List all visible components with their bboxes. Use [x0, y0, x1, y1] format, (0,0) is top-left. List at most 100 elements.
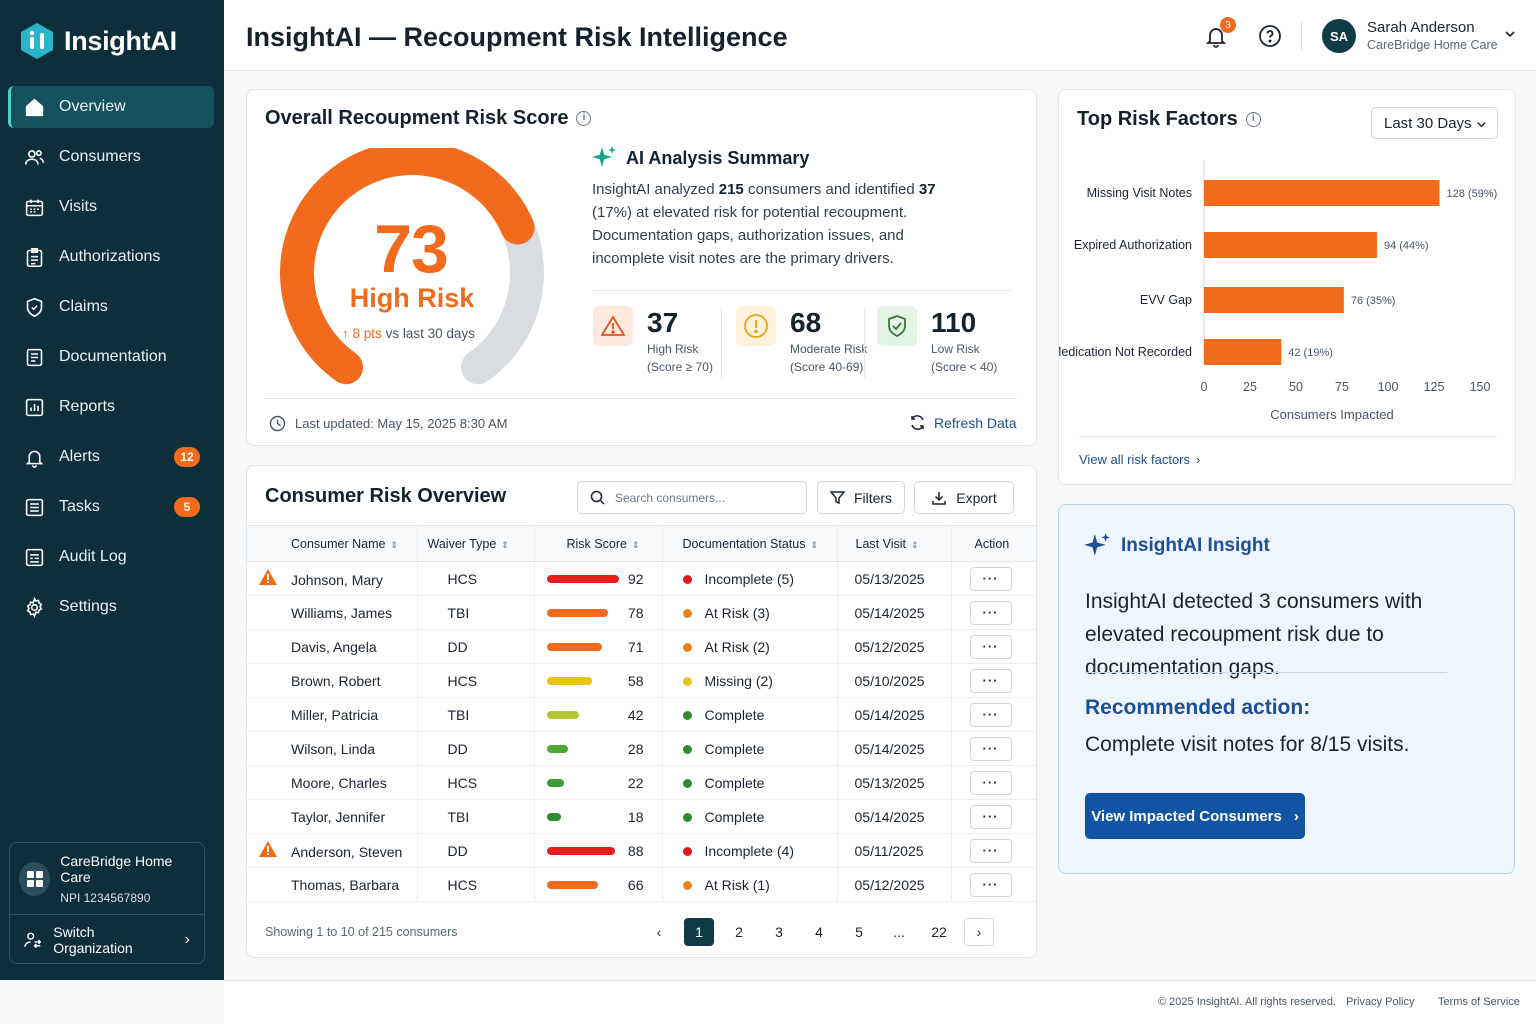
- filter-icon: [829, 491, 845, 505]
- sidebar-item-overview[interactable]: Overview: [8, 86, 214, 128]
- sidebar-item-label: Documentation: [59, 348, 167, 365]
- column-header-doc-status[interactable]: Documentation Status ⇕: [662, 525, 838, 562]
- page-22[interactable]: 22: [931, 924, 947, 940]
- sidebar-item-authorizations[interactable]: Authorizations: [8, 236, 214, 278]
- bar[interactable]: [1204, 232, 1377, 258]
- stat-high-risk[interactable]: 37 High Risk (Score ≥ 70): [593, 306, 713, 376]
- ai-summary-heading: AI Analysis Summary: [591, 145, 809, 171]
- row-action-menu-button[interactable]: ···: [969, 566, 1012, 591]
- row-action-menu-button[interactable]: ···: [969, 770, 1012, 795]
- row-action-menu-button[interactable]: ···: [969, 804, 1012, 829]
- stat-moderate-risk[interactable]: 68 Moderate Risk (Score 40-69): [736, 306, 867, 376]
- consumer-name[interactable]: Taylor, Jennifer: [291, 808, 386, 825]
- sidebar-item-reports[interactable]: Reports: [8, 386, 214, 428]
- table-row[interactable]: Brown, Robert HCS 58 Missing (2) 05/10/2025 ·…: [247, 663, 1036, 698]
- stat-low-risk[interactable]: 110 Low Risk (Score < 40): [877, 306, 997, 376]
- sparkle-icon: [1084, 533, 1110, 556]
- x-tick-label: 25: [1243, 380, 1257, 394]
- consumer-name[interactable]: Anderson, Steven: [291, 844, 403, 860]
- sparkle-icon: [592, 146, 616, 167]
- bar[interactable]: [1204, 287, 1344, 313]
- table-row[interactable]: Thomas, Barbara HCS 66 At Risk (1) 05/12/202…: [247, 867, 1036, 902]
- table-row[interactable]: Davis, Angela DD 71 At Risk (2) 05/12/2025 ··…: [247, 629, 1036, 664]
- risk-factors-chart: Missing Visit Notes 128 (59%) Expired Auth…: [1059, 160, 1497, 422]
- info-icon[interactable]: i: [576, 111, 592, 127]
- table-row[interactable]: Taylor, Jennifer TBI 18 Complete 05/14/2025 ·…: [247, 799, 1036, 834]
- table-row[interactable]: Anderson, Steven DD 88 Incomplete (4) 05/11/…: [247, 833, 1036, 868]
- column-header-name[interactable]: Consumer Name ⇕: [247, 525, 418, 562]
- view-all-risk-factors-link[interactable]: View all risk factors ›: [1079, 452, 1201, 467]
- consumer-name[interactable]: Miller, Patricia: [291, 706, 379, 723]
- page-3[interactable]: 3: [775, 924, 783, 940]
- consumer-name[interactable]: Brown, Robert: [291, 672, 381, 689]
- help-icon[interactable]: [1258, 24, 1282, 48]
- chevron-down-icon[interactable]: [1504, 28, 1516, 40]
- table-row[interactable]: Moore, Charles HCS 22 Complete 05/13/2025 ···: [247, 765, 1036, 800]
- risk-score-bar: [546, 574, 619, 583]
- consumer-name[interactable]: Wilson, Linda: [291, 740, 376, 757]
- consumer-name[interactable]: Williams, James: [291, 604, 393, 621]
- bar[interactable]: [1204, 339, 1282, 365]
- table-row[interactable]: Miller, Patricia TBI 42 Complete 05/14/2025 ·…: [247, 697, 1036, 732]
- next-page-icon[interactable]: ›: [964, 918, 994, 946]
- privacy-policy-link[interactable]: Privacy Policy: [1346, 996, 1415, 1008]
- sidebar-item-claims[interactable]: Claims: [8, 286, 214, 328]
- prev-page-icon[interactable]: ‹: [656, 924, 662, 940]
- switch-organization-button[interactable]: Switch Organization ›: [10, 915, 204, 965]
- sidebar-item-consumers[interactable]: Consumers: [8, 136, 214, 178]
- view-impacted-consumers-button[interactable]: View Impacted Consumers ›: [1085, 793, 1305, 839]
- chart-icon: [23, 396, 45, 418]
- risk-score-bar: [546, 778, 564, 787]
- logo[interactable]: InsightAI: [20, 22, 177, 60]
- sidebar-item-settings[interactable]: Settings: [8, 586, 214, 628]
- filters-button[interactable]: Filters: [817, 481, 905, 514]
- table-row[interactable]: Johnson, Mary HCS 92 Incomplete (5) 05/13/20…: [247, 561, 1036, 596]
- table-row[interactable]: Williams, James TBI 78 At Risk (3) 05/14/202…: [247, 595, 1036, 630]
- row-action-menu-button[interactable]: ···: [969, 838, 1012, 863]
- row-action-menu-button[interactable]: ···: [969, 872, 1012, 897]
- row-action-menu-button[interactable]: ···: [969, 634, 1012, 659]
- row-action-menu-button[interactable]: ···: [969, 736, 1012, 761]
- page-4[interactable]: 4: [815, 924, 823, 940]
- sidebar-item-tasks[interactable]: Tasks 5: [8, 486, 214, 528]
- consumer-name[interactable]: Johnson, Mary: [291, 572, 383, 588]
- user-name[interactable]: Sarah Anderson: [1367, 19, 1475, 36]
- chevron-right-icon: ›: [1196, 452, 1201, 467]
- column-header-risk-score[interactable]: Risk Score ⇕: [534, 525, 663, 562]
- info-icon[interactable]: i: [1245, 112, 1261, 128]
- row-action-menu-button[interactable]: ···: [969, 702, 1012, 727]
- terms-of-service-link[interactable]: Terms of Service: [1438, 996, 1520, 1008]
- sidebar-item-audit-log[interactable]: Audit Log: [8, 536, 214, 578]
- bell-icon[interactable]: [1204, 24, 1228, 48]
- table-row[interactable]: Wilson, Linda DD 28 Complete 05/14/2025 ···: [247, 731, 1036, 766]
- page-1[interactable]: 1: [684, 918, 714, 946]
- page-title: InsightAI — Recoupment Risk Intelligence: [246, 22, 788, 52]
- column-header-waiver[interactable]: Waiver Type ⇕: [417, 525, 535, 562]
- export-button[interactable]: Export: [914, 481, 1014, 514]
- user-avatar[interactable]: SA: [1322, 19, 1356, 53]
- page-ellipsis[interactable]: ...: [893, 924, 905, 940]
- refresh-data-button[interactable]: Refresh Data: [909, 414, 1016, 431]
- column-header-last-visit[interactable]: Last Visit ⇕: [837, 525, 952, 562]
- stat-low-risk-count: 110: [931, 307, 977, 338]
- sidebar-item-visits[interactable]: Visits: [8, 186, 214, 228]
- divider: [1079, 436, 1497, 437]
- log-icon: [23, 546, 45, 568]
- bar[interactable]: [1204, 180, 1440, 206]
- period-select[interactable]: Last 30 Days: [1371, 107, 1498, 139]
- consumer-name[interactable]: Moore, Charles: [291, 774, 387, 791]
- data-label: 42 (19%): [1288, 347, 1333, 359]
- page-2[interactable]: 2: [735, 924, 743, 940]
- sidebar-item-alerts[interactable]: Alerts 12: [8, 436, 214, 478]
- last-visit: 05/14/2025: [837, 697, 952, 732]
- status-dot: [682, 745, 692, 755]
- sidebar-item-documentation[interactable]: Documentation: [8, 336, 214, 378]
- consumer-name[interactable]: Davis, Angela: [291, 638, 377, 655]
- consumer-name[interactable]: Thomas, Barbara: [291, 876, 400, 893]
- row-action-menu-button[interactable]: ···: [969, 600, 1012, 625]
- row-action-menu-button[interactable]: ···: [969, 668, 1012, 693]
- page-5[interactable]: 5: [855, 924, 863, 940]
- list-icon: [23, 496, 45, 518]
- search-input[interactable]: Search consumers...: [577, 481, 807, 514]
